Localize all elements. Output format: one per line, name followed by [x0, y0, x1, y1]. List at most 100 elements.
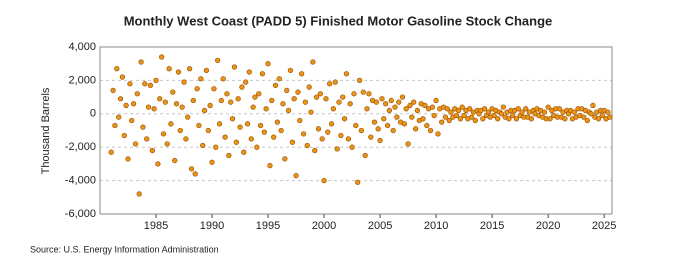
point — [562, 116, 568, 122]
point — [491, 112, 497, 119]
point — [125, 156, 131, 162]
point — [241, 149, 247, 155]
point — [345, 136, 352, 142]
point — [213, 144, 219, 150]
point — [448, 109, 454, 115]
x-tick-label: 2015 — [480, 220, 504, 232]
point — [506, 116, 512, 122]
point — [407, 102, 413, 109]
point — [186, 66, 193, 72]
x-tick-label: 2000 — [312, 220, 336, 232]
point — [332, 79, 338, 85]
point — [302, 99, 309, 105]
point — [116, 114, 122, 120]
point — [188, 166, 195, 172]
point — [467, 106, 473, 112]
point — [481, 106, 488, 112]
point — [160, 131, 167, 137]
point — [383, 101, 389, 107]
point — [315, 126, 322, 132]
point — [158, 54, 165, 60]
point — [306, 84, 312, 90]
point — [142, 81, 148, 87]
point — [429, 104, 436, 110]
point — [321, 177, 327, 184]
point — [310, 59, 316, 65]
point — [177, 127, 183, 134]
x-tick-label: 1985 — [144, 220, 168, 232]
point — [513, 116, 520, 122]
point — [571, 109, 577, 115]
point — [453, 112, 460, 119]
point — [384, 122, 391, 129]
point — [194, 86, 200, 92]
point — [581, 114, 587, 120]
point — [209, 159, 215, 165]
y-tick-label: -4,000 — [65, 175, 96, 187]
point — [409, 114, 415, 120]
point — [173, 101, 180, 107]
point — [545, 104, 551, 110]
point — [457, 116, 464, 122]
point — [336, 99, 342, 105]
point — [237, 124, 243, 130]
point — [129, 117, 135, 124]
point — [338, 132, 344, 139]
point — [134, 91, 140, 97]
point — [422, 102, 428, 109]
point — [112, 122, 118, 129]
point — [366, 91, 372, 97]
point — [287, 67, 294, 74]
x-tick-label: 2025 — [592, 220, 616, 232]
point — [368, 134, 374, 140]
point — [289, 139, 296, 145]
point — [263, 106, 269, 112]
point — [228, 99, 234, 105]
point — [599, 112, 605, 119]
point — [381, 116, 387, 122]
point — [136, 191, 142, 197]
point — [242, 79, 249, 85]
point — [117, 96, 124, 102]
point — [276, 76, 282, 82]
point — [388, 97, 394, 104]
point — [207, 102, 213, 109]
point — [138, 59, 144, 65]
point — [360, 89, 366, 95]
point — [362, 152, 368, 159]
point — [472, 117, 478, 124]
point — [411, 99, 417, 105]
point — [229, 116, 236, 122]
point — [325, 129, 331, 135]
point — [220, 76, 226, 82]
point — [175, 69, 182, 75]
point — [293, 172, 299, 179]
point — [328, 121, 335, 127]
x-tick-label: 2020 — [536, 220, 560, 232]
point — [183, 136, 189, 142]
point — [151, 106, 157, 112]
x-tick-label: 2010 — [424, 220, 448, 232]
point — [132, 141, 139, 147]
y-tick-label: -2,000 — [65, 141, 96, 153]
point — [172, 157, 178, 164]
point — [130, 101, 137, 107]
point — [282, 156, 288, 162]
point — [349, 144, 355, 150]
point — [500, 104, 506, 110]
chart-title: Monthly West Coast (PADD 5) Finished Mot… — [124, 13, 553, 28]
point — [420, 116, 426, 122]
point — [200, 142, 206, 149]
point — [224, 91, 230, 97]
point — [300, 131, 307, 137]
point — [444, 106, 450, 112]
point — [435, 131, 441, 137]
point — [403, 106, 409, 112]
point — [261, 129, 268, 135]
point — [250, 104, 256, 110]
point — [222, 134, 228, 140]
point — [396, 99, 402, 105]
point — [442, 114, 449, 120]
point — [295, 89, 301, 95]
plot-frame — [99, 46, 613, 215]
